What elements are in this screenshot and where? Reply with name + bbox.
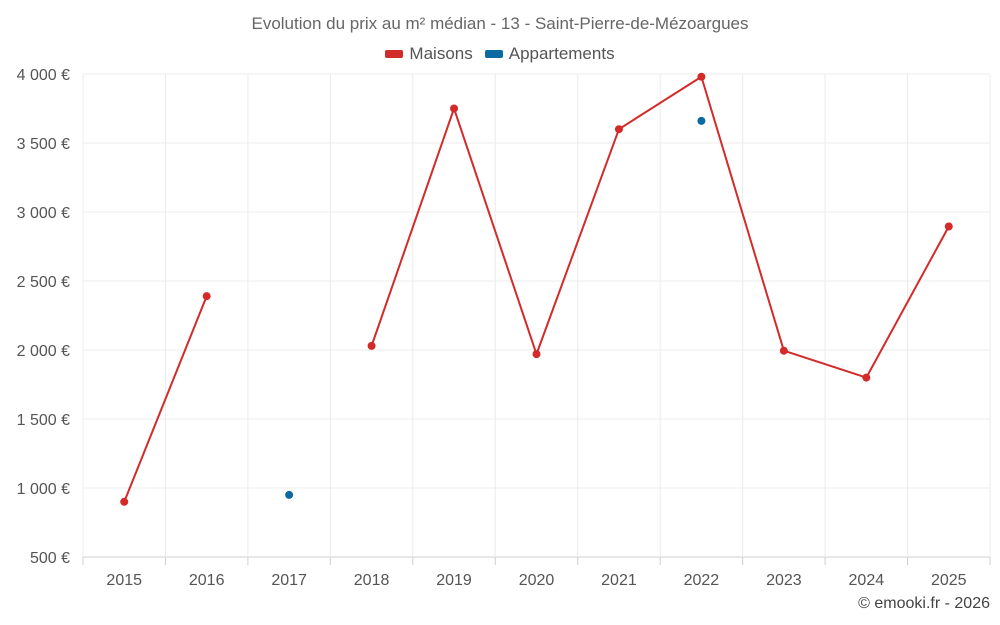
chart-legend: Maisons Appartements (0, 44, 1000, 64)
series-line-segment-maisons (865, 225, 950, 379)
series-line-segment-maisons (782, 349, 868, 379)
y-tick-label: 3 500 € (17, 136, 70, 153)
x-tick-label: 2019 (436, 572, 472, 589)
data-point-maisons[interactable] (367, 341, 376, 350)
series-line-segment-maisons (123, 295, 208, 503)
x-tick-label: 2023 (766, 572, 802, 589)
y-tick-label: 1 000 € (17, 481, 70, 498)
x-tick-label: 2017 (271, 572, 307, 589)
data-point-maisons[interactable] (614, 125, 623, 134)
x-tick-label: 2015 (106, 572, 142, 589)
x-tick-label: 2020 (519, 572, 555, 589)
data-point-appartements[interactable] (285, 490, 294, 499)
x-tick-label: 2025 (931, 572, 967, 589)
series-line-segment-maisons (617, 75, 703, 131)
data-point-maisons[interactable] (779, 346, 788, 355)
chart-title: Evolution du prix au m² médian - 13 - Sa… (251, 14, 749, 33)
data-point-maisons[interactable] (532, 350, 541, 359)
data-point-appartements[interactable] (697, 116, 706, 125)
series-layer (120, 72, 953, 506)
y-tick-label: 2 500 € (17, 274, 70, 291)
y-tick-label: 500 € (30, 550, 70, 567)
y-tick-label: 4 000 € (17, 67, 70, 84)
data-point-maisons[interactable] (697, 72, 706, 81)
data-point-maisons[interactable] (450, 104, 459, 113)
data-point-maisons[interactable] (202, 292, 211, 301)
x-tick-label: 2022 (684, 572, 720, 589)
axis-layer: 500 € 1 000 € 1 500 € 2 000 € 2 500 € 3 000 €… (17, 67, 991, 589)
series-line-segment-maisons (370, 107, 456, 347)
legend-item-appartements[interactable]: Appartements (484, 44, 615, 64)
x-tick-label: 2016 (189, 572, 225, 589)
series-line-segment-maisons (535, 128, 620, 356)
legend-swatch-maisons (385, 50, 404, 58)
legend-item-maisons[interactable]: Maisons (385, 44, 473, 64)
series-line-segment-maisons (700, 75, 785, 352)
data-point-maisons[interactable] (944, 222, 953, 231)
series-line-segment-maisons (453, 107, 538, 356)
y-tick-label: 2 000 € (17, 343, 70, 360)
grid-layer (82, 73, 991, 558)
y-tick-label: 1 500 € (17, 412, 70, 429)
x-tick-label: 2024 (849, 572, 885, 589)
data-point-maisons[interactable] (862, 373, 871, 382)
credit-text: © emooki.fr - 2026 (858, 595, 990, 612)
x-tick-label: 2018 (354, 572, 390, 589)
y-tick-label: 3 000 € (17, 205, 70, 222)
data-point-maisons[interactable] (120, 497, 129, 506)
legend-swatch-appartements (484, 50, 503, 58)
legend-label-appartements: Appartements (508, 44, 615, 63)
legend-label-maisons: Maisons (409, 44, 473, 63)
x-tick-label: 2021 (601, 572, 637, 589)
